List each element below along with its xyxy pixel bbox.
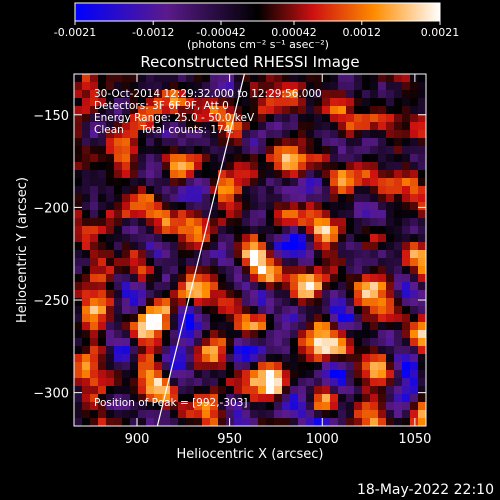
x-tick-label: 900	[125, 432, 150, 447]
colorbar-unit-label: (photons cm⁻² s⁻¹ asec⁻²)	[187, 38, 329, 51]
colorbar-tick-label: -0.0012	[132, 26, 174, 39]
x-tick-label: 1000	[306, 432, 339, 447]
chart-title: Reconstructed RHESSI Image	[140, 53, 359, 71]
x-tick-label: 1050	[398, 432, 431, 447]
annotation-method-counts: Clean Total counts: 174.	[94, 124, 234, 136]
colorbar-tick-label: 0.0012	[343, 26, 382, 39]
y-tick-label: −200	[33, 201, 69, 216]
x-axis-label: Heliocentric X (arcsec)	[177, 447, 324, 462]
solar-limb-line	[156, 74, 246, 426]
x-axis-ticks: 900 950 1000 1050	[125, 74, 431, 447]
annotation-peak: Position of Peak = [992,-303]	[94, 397, 248, 409]
y-tick-label: −300	[33, 387, 69, 402]
heatmap-image	[74, 74, 426, 426]
y-tick-label: −150	[33, 109, 69, 124]
annotation-detectors: Detectors: 3F 6F 9F, Att 0	[94, 100, 229, 112]
y-axis-ticks: −150 −200 −250 −300	[33, 109, 426, 402]
footer-timestamp: 18-May-2022 22:10	[357, 482, 494, 498]
x-tick-label: 950	[217, 432, 242, 447]
colorbar-ticks: -0.0021 -0.0012 -0.00042 0.00042 0.0012 0.002…	[54, 21, 459, 39]
colorbar	[74, 2, 441, 22]
colorbar-tick-label: -0.00042	[196, 26, 245, 39]
annotation-time-range: 30-Oct-2014 12:29:32.000 to 12:29:56.000	[94, 88, 322, 100]
colorbar-tick-label: 0.0021	[421, 26, 460, 39]
plot-frame	[73, 73, 427, 427]
annotation-energy-range: Energy Range: 25.0 - 50.0 keV	[94, 112, 255, 124]
y-tick-label: −250	[33, 294, 69, 309]
colorbar-tick-label: -0.0021	[54, 26, 96, 39]
y-axis-label: Heliocentric Y (arcsec)	[15, 177, 30, 323]
colorbar-tick-label: 0.00042	[271, 26, 317, 39]
